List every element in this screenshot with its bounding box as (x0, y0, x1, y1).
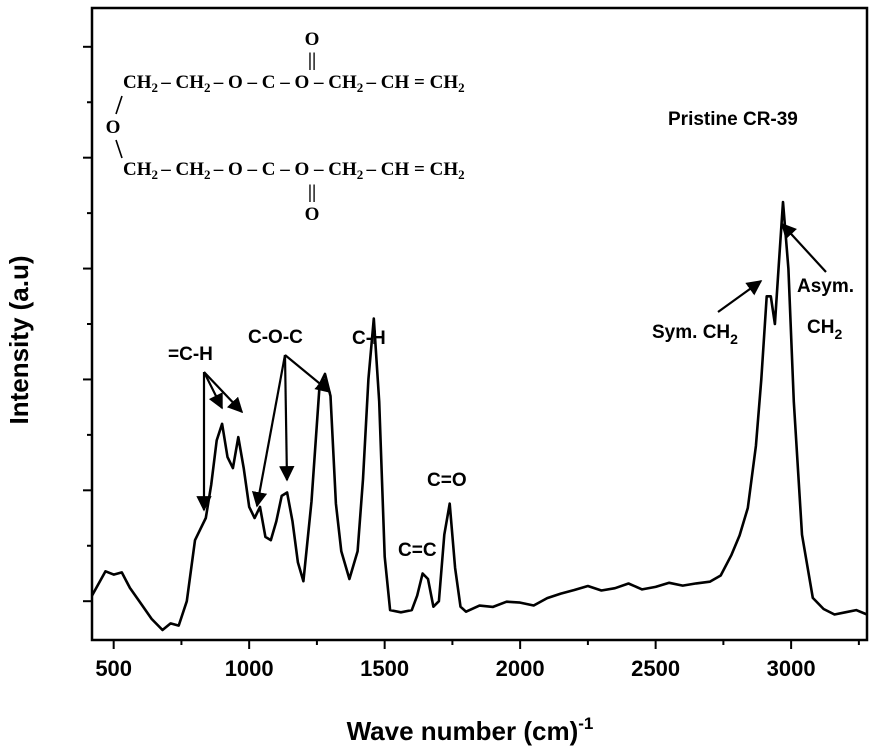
arrow-coc (279, 354, 295, 482)
structure-subscript: 2 (204, 167, 214, 182)
label-ch-olefinic: =C-H (168, 344, 213, 365)
x-tick-label: 2000 (496, 656, 545, 681)
arrow-ch-olefinic (203, 371, 223, 410)
x-tick-labels: 500 1000 1500 2000 2500 3000 (95, 656, 815, 681)
structure-subscript: 2 (458, 167, 465, 182)
label-co: C=O (427, 470, 467, 491)
structure-bottom-double-bond: || (308, 182, 316, 203)
structure-token: CH (123, 159, 152, 180)
x-tick-label: 1000 (225, 656, 274, 681)
label-sym-ch2-sub: 2 (730, 331, 738, 347)
arrow-coc (284, 354, 332, 393)
structure-token: – (247, 159, 262, 180)
structure-token: CH (430, 72, 459, 93)
structure-token: O (295, 159, 315, 180)
x-axis-title: Wave number (cm)-1 (347, 714, 594, 746)
plot-frame (90, 6, 869, 642)
label-coc: C-O-C (248, 327, 303, 348)
structure-token: = (414, 72, 430, 93)
structure-token: – (279, 72, 294, 93)
arrow-sym-ch2 (717, 280, 763, 313)
structure-token: CH (328, 159, 357, 180)
y-axis-title: Intensity (a.u) (4, 255, 34, 424)
structure-subscript: 2 (204, 80, 214, 95)
structure-top-carbonyl-o: O (305, 29, 320, 50)
chemical-structure: CH2 – CH2 – O – C – O – CH2 – CH = CH2CH… (106, 29, 465, 225)
label-asym: Asym. (797, 276, 854, 297)
legend-label: Pristine CR-39 (668, 109, 798, 130)
structure-token: O (295, 72, 315, 93)
structure-token: – (160, 72, 175, 93)
structure-subscript: 2 (357, 80, 367, 95)
structure-token: CH (381, 72, 414, 93)
tick-marks (83, 45, 860, 649)
structure-top-chain: CH2 – CH2 – O – C – O – CH2 – CH = CH2 (123, 72, 465, 95)
structure-token: O (228, 159, 248, 180)
structure-subscript: 2 (357, 167, 367, 182)
structure-bond (115, 95, 123, 115)
structure-token: – (313, 72, 328, 93)
structure-token: – (213, 159, 228, 180)
x-tick-label: 1500 (360, 656, 409, 681)
arrow-ch-olefinic (203, 371, 244, 414)
structure-token: CH (176, 72, 205, 93)
structure-token: = (414, 159, 430, 180)
x-tick-label: 500 (95, 656, 132, 681)
structure-token: O (228, 72, 248, 93)
annotation-layer: =C-H C-O-C C-H C=C C=O Sym. CH2 Asym. CH2 (168, 222, 854, 561)
structure-bottom-carbonyl-o: O (305, 204, 320, 225)
label-asym-ch2-sub: 2 (834, 326, 842, 342)
structure-token: – (213, 72, 228, 93)
structure-token: C (262, 72, 280, 93)
structure-token: – (313, 159, 328, 180)
structure-token: C (262, 159, 280, 180)
structure-token: CH (430, 159, 459, 180)
x-tick-label: 2500 (631, 656, 680, 681)
structure-subscript: 2 (152, 167, 162, 182)
structure-token: – (247, 72, 262, 93)
series-layer (90, 200, 868, 632)
spectrum-line (90, 200, 868, 632)
structure-bottom-chain: CH2 – CH2 – O – C – O – CH2 – CH = CH2 (123, 159, 465, 182)
label-asym-ch2: CH2 (807, 317, 842, 342)
structure-ether-o: O (106, 117, 121, 138)
structure-token: – (279, 159, 294, 180)
structure-token: – (366, 72, 381, 93)
arrow-coc (251, 354, 287, 508)
arrow-asym-ch2 (780, 222, 827, 273)
structure-token: CH (176, 159, 205, 180)
structure-subscript: 2 (458, 80, 465, 95)
x-axis-title-sup: -1 (578, 714, 593, 733)
structure-subscript: 2 (152, 80, 162, 95)
structure-token: – (160, 159, 175, 180)
x-axis-title-main: Wave number (cm) (347, 716, 579, 746)
label-sym-ch2: Sym. CH2 (652, 322, 738, 347)
label-ch: C-H (352, 328, 386, 349)
axes (90, 6, 869, 642)
structure-token: CH (123, 72, 152, 93)
structure-token: CH (328, 72, 357, 93)
x-tick-label: 3000 (767, 656, 816, 681)
structure-token: – (366, 159, 381, 180)
structure-top-double-bond: || (308, 50, 316, 71)
label-cc: C=C (398, 540, 437, 561)
structure-token: CH (381, 159, 414, 180)
structure-bond (115, 139, 123, 159)
